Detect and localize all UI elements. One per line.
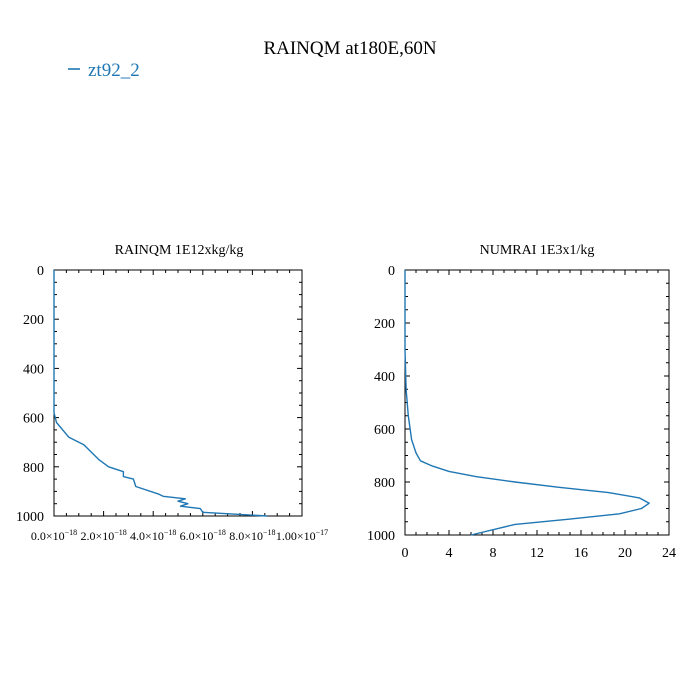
y-tick-label: 200 [23,313,44,328]
x-tick-label: 24 [662,546,676,561]
y-tick-label: 400 [23,362,44,377]
y-tick-label: 1000 [16,510,44,525]
x-tick-label: 6.0×10−18 [180,528,226,543]
x-tick-label: 16 [574,546,588,561]
right-panel-title: NUMRAI 1E3x1/kg [480,243,595,258]
x-tick-label: 8 [490,546,497,561]
right-panel: NUMRAI 1E3x1/kg 0 200 400 600 800 1000 0 4 8 12 16… [367,243,676,561]
x-tick-label: 20 [618,546,632,561]
x-tick-label: 12 [530,546,544,561]
x-tick-label: 1.00×10−17 [276,528,328,543]
x-tick-label: 0.0×10−18 [31,528,77,543]
left-panel-plot: 0 200 400 600 800 1000 0.0×10−18 2.0×10−18 4.0×1… [16,264,328,543]
series-line [53,270,268,517]
x-tick-label: 8.0×10−18 [229,528,275,543]
y-tick-label: 600 [23,412,44,427]
y-tick-label: 800 [374,476,395,491]
y-tick-label: 600 [374,423,395,438]
x-tick-label: 4.0×10−18 [130,528,176,543]
plot-frame [53,269,303,517]
x-tick-label: 4 [446,546,453,561]
legend-label: zt92_2 [88,60,140,81]
y-tick-label: 1000 [367,529,395,544]
x-tick-label: 0 [402,546,409,561]
plot-frame [404,269,670,536]
y-tick-label: 200 [374,317,395,332]
figure-title: RAINQM at180E,60N [263,38,436,59]
y-tick-label: 400 [374,370,395,385]
x-tick-label: 2.0×10−18 [80,528,126,543]
y-tick-label: 0 [37,264,44,279]
left-panel: RAINQM 1E12xkg/kg 0 200 400 600 800 1000 0.0×1… [16,243,328,543]
y-tick-label: 800 [23,461,44,476]
y-tick-label: 0 [388,264,395,279]
legend: zt92_2 [68,60,140,81]
right-panel-plot: 0 200 400 600 800 1000 0 4 8 12 16 20 24 [367,264,676,561]
left-panel-title: RAINQM 1E12xkg/kg [115,243,244,258]
series-line [404,270,650,536]
